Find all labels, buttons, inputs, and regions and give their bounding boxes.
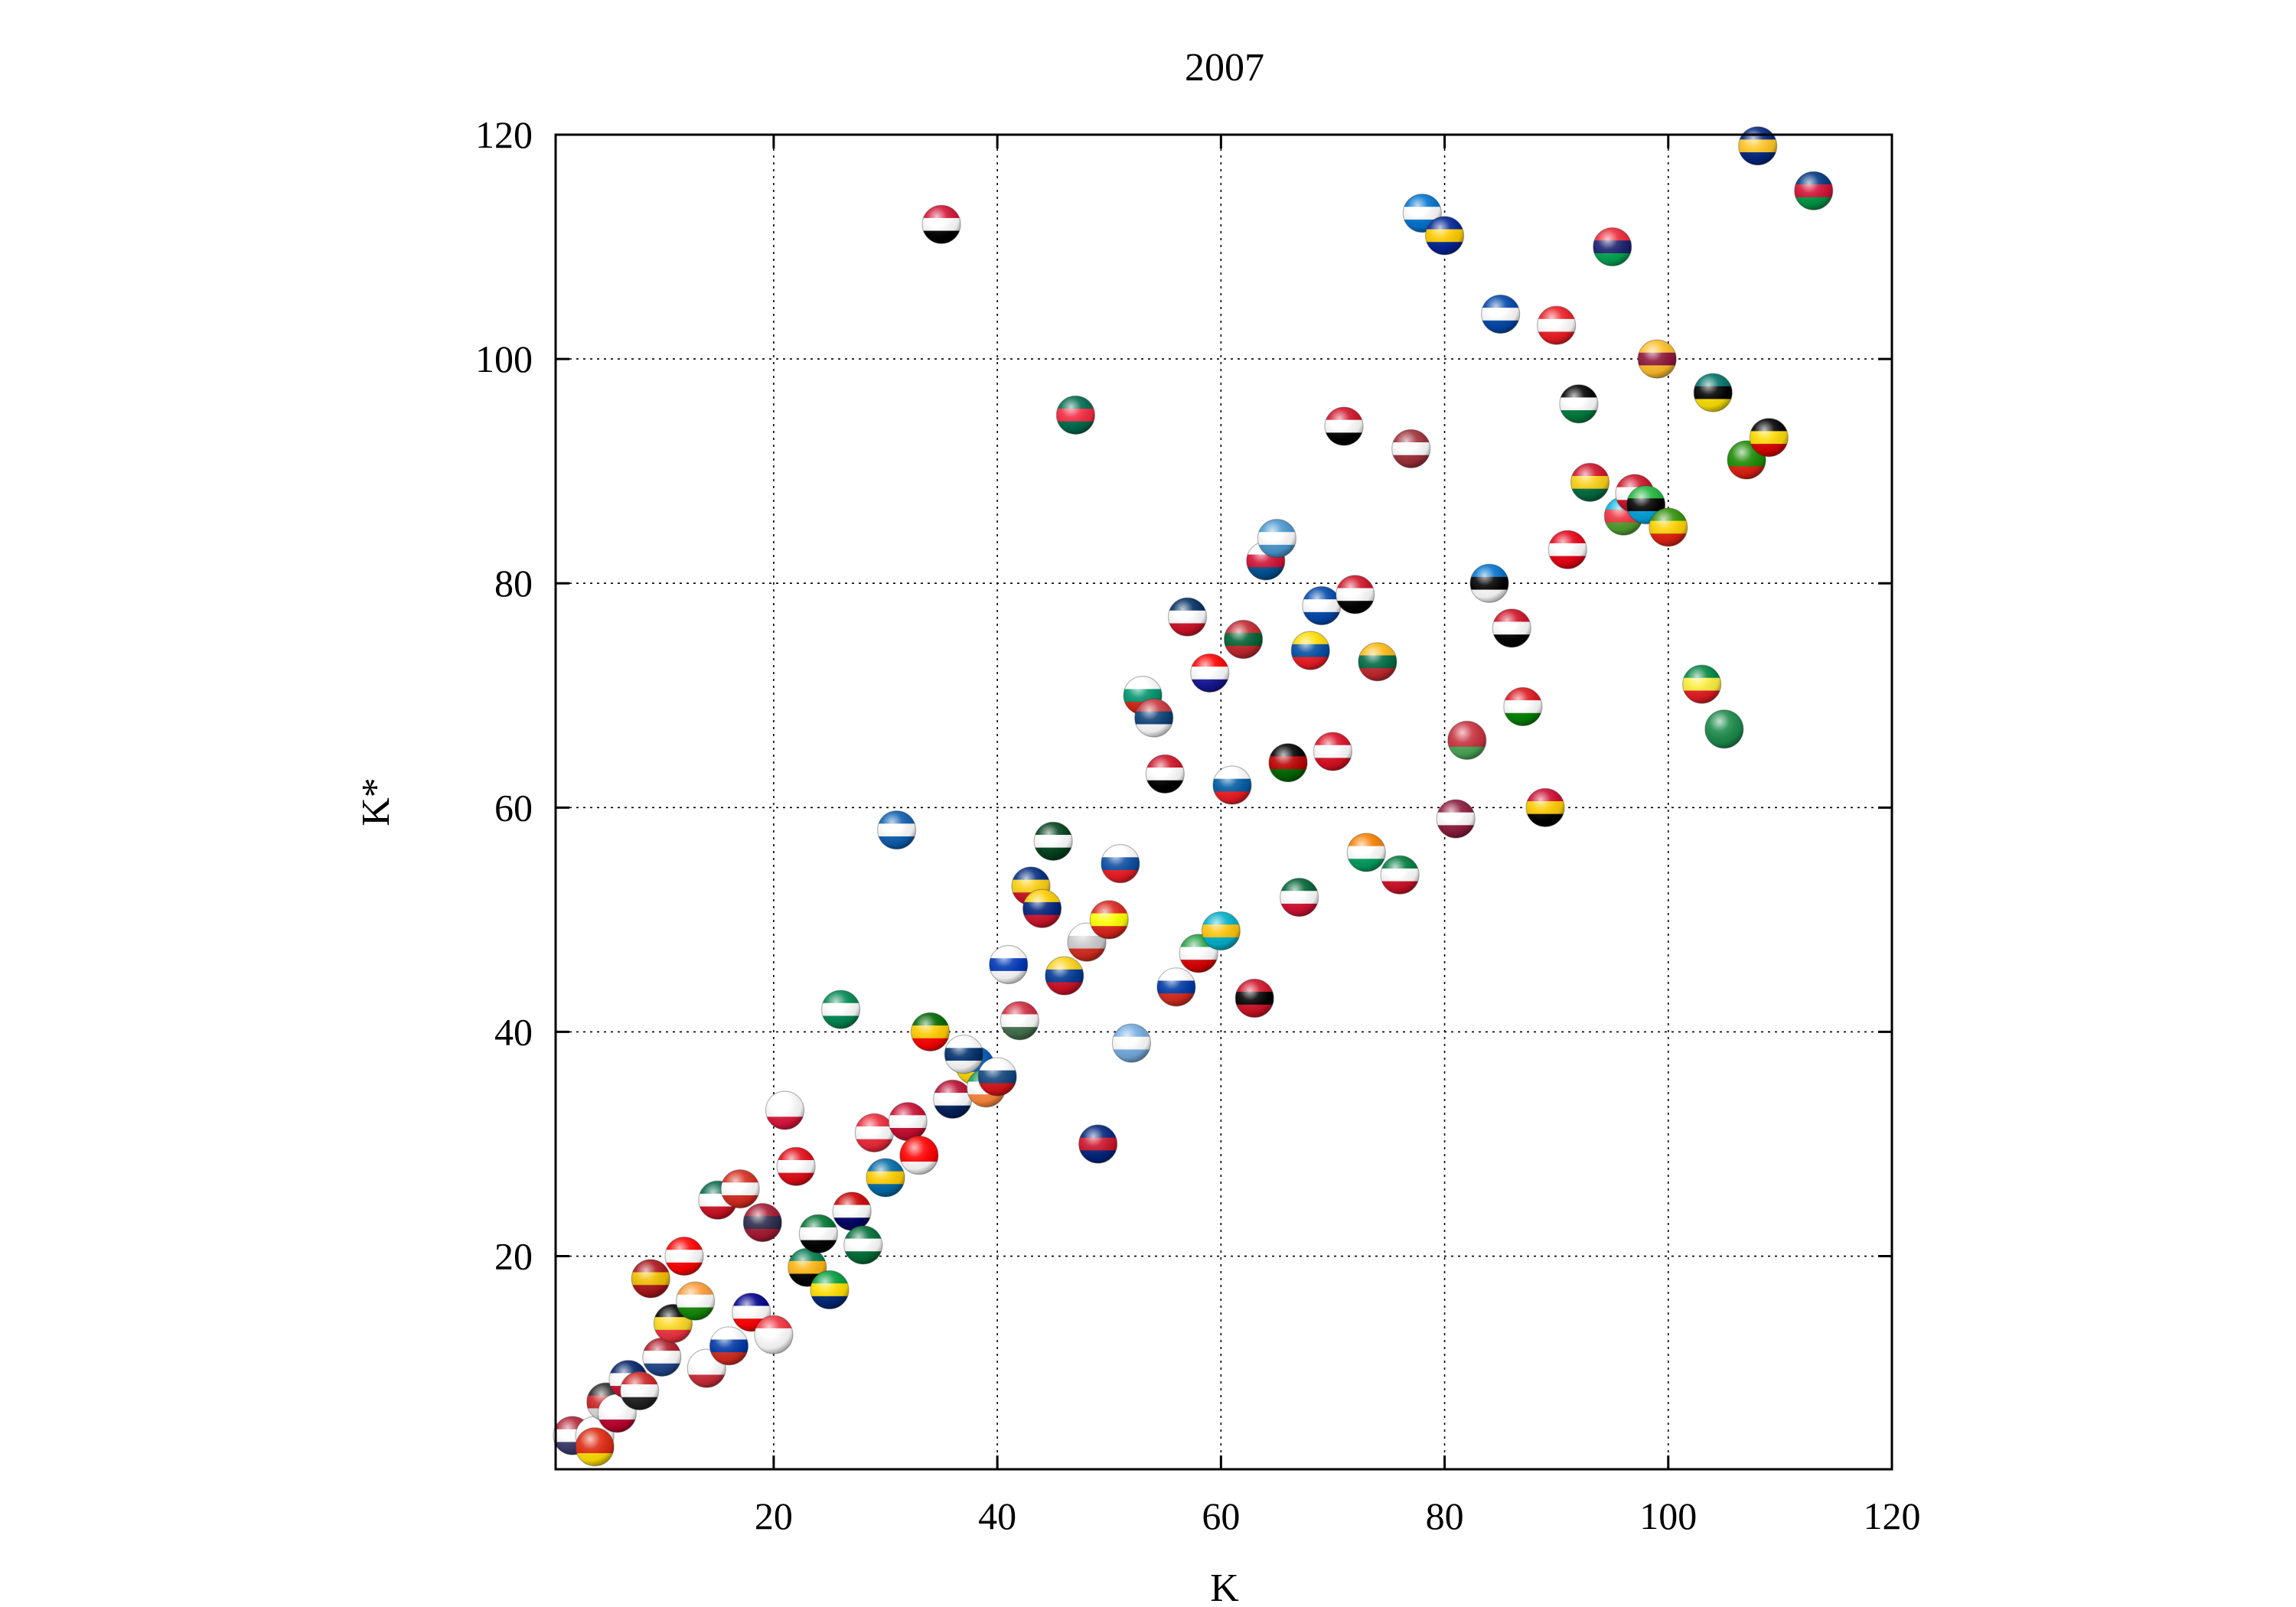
flag-point-guatemala [1257, 518, 1297, 559]
flag-point-ghana [1570, 462, 1610, 502]
flag-point-zimbabwe [1649, 507, 1688, 547]
x-axis-label: K [1210, 1566, 1239, 1607]
flag-point-yemen [1324, 406, 1364, 446]
flag-point-sudan [921, 204, 961, 244]
flag-point-sweden [866, 1158, 905, 1198]
flag-point-jordan [1559, 384, 1599, 424]
flag-point-saudi-arabia [843, 1225, 883, 1265]
flag-point-senegal [1682, 664, 1722, 704]
flag-point-syria [1336, 575, 1375, 614]
flag-point-ecuador [1290, 631, 1330, 670]
flag-point-cote-divoire [1346, 833, 1386, 872]
y-tick-label: 20 [494, 1235, 533, 1278]
flag-point-finland [944, 1035, 983, 1074]
flag-point-turkey [776, 1146, 816, 1186]
flag-point-nigeria-like [1704, 709, 1744, 749]
y-tick-label: 40 [494, 1010, 533, 1053]
flag-point-mauritius [1593, 227, 1632, 267]
flag-point-czech-republic [977, 1057, 1017, 1097]
flag-point-poland [765, 1090, 805, 1130]
flag-point-israel [989, 944, 1029, 985]
flag-point-mozambique [1693, 373, 1733, 412]
flag-point-denmark [888, 1102, 928, 1142]
flag-point-kuwait [1380, 855, 1420, 895]
grid [556, 135, 1892, 1469]
flag-point-china [575, 1427, 615, 1467]
flag-point-pakistan [1033, 821, 1073, 861]
flag-point-bangladesh [1055, 395, 1096, 435]
flag-point-croatia [1190, 653, 1230, 693]
y-tick-label: 80 [494, 562, 533, 605]
x-tick-label: 120 [1864, 1495, 1921, 1537]
y-axis-label: K* [354, 777, 398, 826]
flag-point-qatar [1436, 799, 1476, 839]
flag-point-indonesia [899, 1136, 939, 1175]
flag-point-argentina [1111, 1023, 1152, 1063]
flag-point-latvia [1391, 429, 1431, 468]
flag-point-lebanon [1537, 305, 1577, 345]
flag-point-iraq [1492, 608, 1531, 648]
flag-point-serbia [1134, 698, 1174, 738]
flag-point-greece [877, 810, 917, 850]
flag-point-new-zealand [1078, 1124, 1118, 1164]
flag-point-kazakhstan [1201, 911, 1241, 951]
flag-point-venezuela [1022, 888, 1062, 928]
x-tick-label: 40 [978, 1495, 1016, 1537]
tick-labels: 20 40 60 80 100 120 20 40 60 80 100 120 [475, 113, 1921, 1537]
flag-point-namibia [1794, 171, 1834, 210]
flag-point-vietnam [1089, 900, 1129, 940]
x-tick-label: 20 [755, 1495, 793, 1537]
x-tick-label: 80 [1426, 1495, 1464, 1537]
flag-point-unknown [619, 1371, 660, 1411]
flag-point-estonia [1469, 563, 1509, 603]
data-points [553, 126, 1834, 1467]
flag-point-singapore [754, 1315, 794, 1354]
y-tick-label: 120 [475, 113, 533, 156]
flag-point-uganda [1749, 418, 1789, 458]
flag-point-austria [854, 1113, 895, 1152]
flag-point-netherlands [642, 1337, 682, 1377]
flag-point-norway [933, 1079, 973, 1119]
flag-point-egypt [1145, 754, 1185, 794]
flag-point-tunisia [1548, 530, 1587, 569]
flag-point-russia [709, 1326, 749, 1366]
flag-point-chile [1156, 967, 1196, 1007]
flag-point-sri-lanka [1637, 339, 1677, 379]
flag-point-united-arab-emirates [798, 1214, 838, 1253]
flag-point-peru [1313, 732, 1353, 771]
flag-point-barbados [1738, 126, 1778, 166]
flag-point-el-salvador [1481, 294, 1521, 334]
plot-frame [554, 133, 1893, 1471]
flag-point-kenya [1268, 743, 1308, 783]
flag-point-nigeria [820, 989, 861, 1029]
flag-point-thailand [742, 1202, 782, 1243]
y-tick-label: 100 [475, 337, 533, 380]
flag-point-malaysia [832, 1191, 872, 1231]
x-tick-label: 100 [1639, 1495, 1697, 1537]
flag-point-morocco [1223, 619, 1264, 660]
flag-point-canada [664, 1236, 704, 1276]
flag-point-spain [631, 1259, 670, 1299]
flag-point-belarus [1447, 720, 1487, 760]
flag-point-el-salvador-like [1302, 585, 1342, 626]
flag-point-oman [1503, 686, 1543, 727]
flag-point-switzerland [720, 1169, 760, 1209]
flag-point-slovenia [1212, 765, 1252, 805]
flag-point-hungary [1000, 1001, 1039, 1041]
flag-point-trinidad-and-tobago [1234, 978, 1274, 1019]
flag-point-brazil [810, 1270, 850, 1310]
x-tick-label: 60 [1202, 1495, 1240, 1537]
flag-point-bosnia-and-herzegovina [1424, 216, 1465, 256]
flag-point-angola [1525, 787, 1565, 827]
flag-point-slovakia [1101, 844, 1140, 884]
y-tick-label: 60 [494, 786, 533, 829]
flag-point-india [676, 1281, 716, 1321]
flag-point-portugal [910, 1012, 951, 1052]
chart-title: 2007 [1185, 46, 1264, 90]
flag-point-dominican-republic [1167, 597, 1208, 637]
flag-point-lithuania [1358, 642, 1397, 682]
flag-point-colombia [1045, 956, 1084, 996]
flag-point-algeria [1280, 877, 1319, 918]
